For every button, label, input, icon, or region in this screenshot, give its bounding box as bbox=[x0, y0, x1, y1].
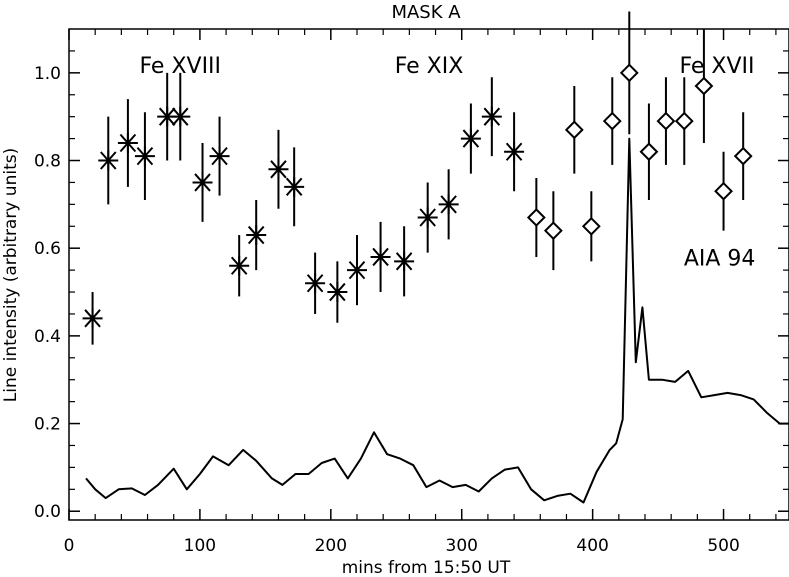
y-tick-label: 0.2 bbox=[34, 415, 61, 435]
x-tick-label: 400 bbox=[576, 536, 608, 556]
data-point-diamond bbox=[656, 111, 676, 131]
chart-title: MASK A bbox=[391, 2, 461, 23]
data-point-asterisk bbox=[157, 106, 178, 127]
data-point-asterisk bbox=[347, 260, 367, 281]
data-point-diamond bbox=[694, 76, 714, 96]
series-fe-xvii bbox=[526, 11, 753, 271]
data-point-asterisk bbox=[327, 282, 348, 303]
data-point-asterisk bbox=[370, 246, 391, 267]
data-point-asterisk bbox=[209, 146, 230, 167]
data-point-diamond bbox=[714, 181, 733, 201]
data-point-diamond bbox=[619, 63, 639, 83]
x-tick-label: 200 bbox=[315, 536, 347, 556]
data-point-diamond bbox=[526, 208, 546, 227]
data-point-asterisk bbox=[192, 172, 213, 193]
y-tick-label: 0.6 bbox=[34, 239, 61, 259]
data-point-diamond bbox=[564, 120, 584, 140]
x-axis-title: mins from 15:50 UT bbox=[342, 558, 511, 577]
x-tick-label: 0 bbox=[64, 536, 75, 556]
y-tick-label: 0.4 bbox=[34, 327, 61, 347]
data-point-asterisk bbox=[460, 128, 481, 149]
data-point-asterisk bbox=[98, 150, 119, 171]
data-point-asterisk bbox=[394, 251, 415, 272]
data-point-asterisk bbox=[117, 132, 138, 153]
data-point-diamond bbox=[581, 216, 601, 236]
data-point-asterisk bbox=[438, 194, 459, 215]
x-axis: 0 100 200 300 400 500 bbox=[64, 29, 777, 556]
data-point-diamond bbox=[543, 221, 563, 241]
x-tick-label: 300 bbox=[446, 536, 478, 556]
annotation-label: Fe XIX bbox=[395, 54, 464, 79]
x-tick-label: 500 bbox=[707, 536, 739, 556]
y-axis-title: Line intensity (arbitrary units) bbox=[1, 148, 21, 402]
data-point-asterisk bbox=[284, 176, 305, 197]
x-tick-label: 100 bbox=[184, 536, 216, 556]
data-point-asterisk bbox=[170, 106, 191, 127]
data-point-diamond bbox=[602, 111, 622, 131]
plot-frame bbox=[68, 28, 789, 521]
data-point-diamond bbox=[674, 111, 694, 131]
y-tick-label: 1.0 bbox=[34, 64, 61, 84]
data-point-diamond bbox=[733, 146, 753, 166]
series-aia-94 bbox=[85, 137, 789, 504]
data-point-asterisk bbox=[246, 225, 267, 246]
data-point-asterisk bbox=[229, 255, 250, 276]
data-point-asterisk bbox=[305, 273, 326, 294]
data-point-asterisk bbox=[417, 207, 438, 228]
y-axis: 0.0 0.2 0.4 0.6 0.8 1.0 bbox=[34, 50, 789, 522]
annotation-label: AIA 94 bbox=[684, 247, 756, 272]
data-point-asterisk bbox=[481, 106, 502, 127]
series-fe-xviii bbox=[82, 72, 525, 345]
data-point-asterisk bbox=[268, 159, 289, 180]
data-point-asterisk bbox=[134, 146, 155, 167]
y-tick-label: 0.0 bbox=[34, 502, 61, 522]
aia-94-line bbox=[85, 137, 789, 504]
series-layer bbox=[82, 11, 789, 504]
y-tick-label: 0.8 bbox=[34, 152, 61, 172]
data-point-diamond bbox=[639, 142, 659, 162]
data-point-asterisk bbox=[82, 308, 103, 329]
data-point-asterisk bbox=[504, 141, 525, 162]
annotation-label: Fe XVII bbox=[679, 54, 754, 79]
